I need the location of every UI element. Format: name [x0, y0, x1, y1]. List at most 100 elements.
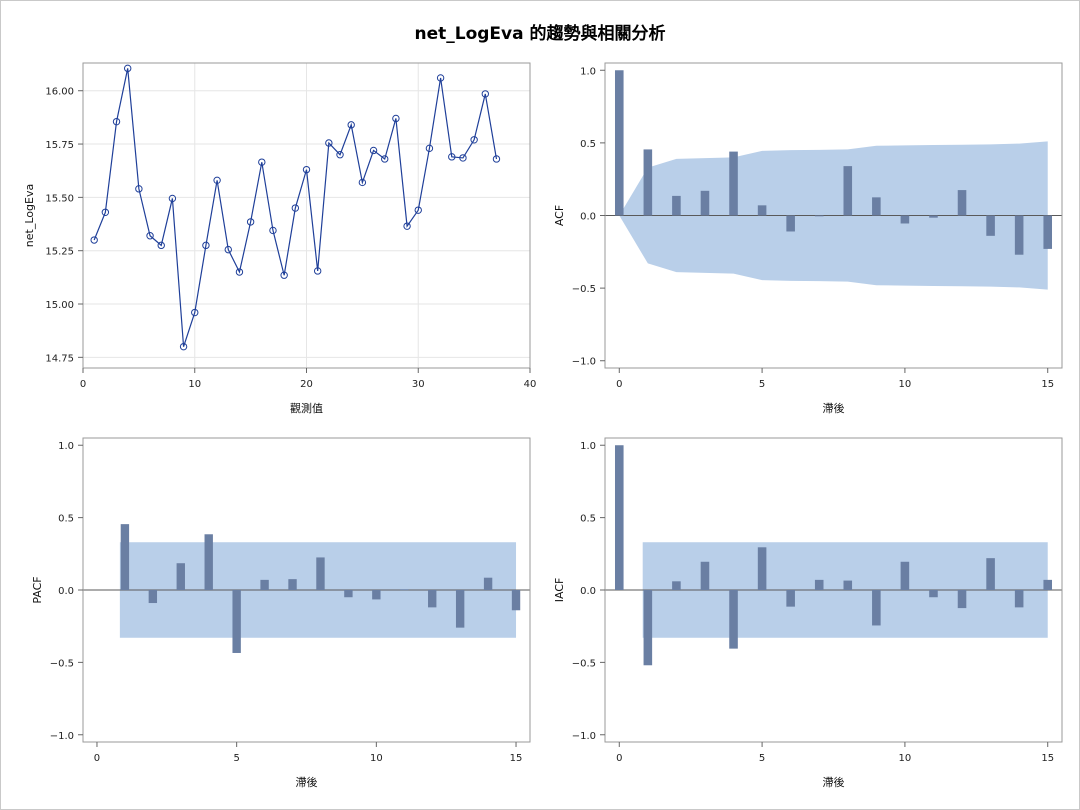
pacf-bar [455, 590, 465, 628]
trend-point [414, 206, 422, 214]
pacf-bar [316, 557, 325, 590]
trend-point [280, 271, 288, 279]
trend-point [291, 204, 300, 212]
iacf-ytick-label: 1.0 [580, 441, 596, 452]
iacf-xtick-label: 5 [759, 753, 765, 764]
acf-bar [700, 190, 710, 216]
trend-point [381, 155, 389, 163]
trend-xlabel: 觀測值 [290, 401, 323, 415]
acf-ytick-label: 0.5 [580, 139, 596, 150]
iacf-ytick-label: −1.0 [572, 731, 596, 742]
acf-ytick-label: −1.0 [572, 357, 596, 368]
trend-point [135, 185, 143, 193]
iacf-bar [729, 590, 738, 649]
iacf-xtick-label: 15 [1041, 753, 1054, 764]
iacf-bar [814, 579, 824, 590]
iacf-bar [1043, 579, 1053, 590]
trend-point [168, 194, 177, 203]
iacf-bar [986, 558, 995, 590]
trend-xtick-label: 30 [412, 379, 425, 390]
pacf-bar [176, 563, 185, 590]
acf-xlabel: 滯後 [823, 401, 845, 415]
iacf-ytick-label: 0.5 [580, 514, 596, 525]
trend-point [436, 74, 445, 82]
acf-ytick-label: 1.0 [580, 66, 596, 77]
pacf-bar [148, 590, 158, 604]
pacf-xtick-label: 15 [510, 753, 523, 764]
iacf-bar [757, 547, 767, 590]
trend-point [358, 178, 367, 187]
trend-series-line [93, 68, 498, 347]
acf-xtick-label: 5 [759, 379, 765, 390]
trend-point [302, 165, 311, 174]
acf-panel: 0 5 10 15 −1.0 −0.5 0.0 0.5 1.0 滯後 ACF [553, 62, 1063, 415]
trend-point [336, 151, 344, 159]
trend-ytick-label: 14.75 [45, 353, 74, 364]
acf-bar [814, 215, 824, 217]
pacf-bar [483, 577, 493, 590]
trend-point [470, 136, 478, 144]
pacf-bar [204, 534, 213, 590]
trend-point [179, 342, 188, 351]
pacf-panel: 0 5 10 15 −1.0 −0.5 0.0 0.5 1.0 滯後 PACF [31, 437, 531, 789]
pacf-ytick-label: 0.0 [58, 586, 74, 597]
trend-point [481, 90, 489, 98]
iacf-bar [929, 590, 938, 598]
acf-xtick-label: 15 [1041, 379, 1054, 390]
acf-bar [843, 166, 853, 216]
trend-xtick-label: 10 [188, 379, 201, 390]
acf-bar [786, 215, 795, 232]
acf-bar [986, 215, 995, 236]
trend-point [269, 226, 277, 235]
acf-ytick-label: −0.5 [572, 284, 596, 295]
pacf-bar [120, 524, 130, 590]
acf-ytick-label: 0.0 [580, 212, 596, 223]
pacf-xtick-label: 5 [233, 753, 239, 764]
trend-point [157, 241, 165, 250]
iacf-bar [672, 581, 681, 590]
pacf-bar [400, 589, 409, 591]
trend-point [258, 158, 266, 166]
iacf-bar [872, 590, 881, 626]
trend-point [124, 64, 132, 73]
pacf-ytick-label: 0.5 [58, 514, 74, 525]
trend-ytick-label: 15.75 [45, 140, 74, 151]
trend-point [146, 232, 154, 240]
acf-bar [957, 190, 967, 216]
acf-bar [729, 151, 738, 216]
iacf-panel: 0 5 10 15 −1.0 −0.5 0.0 0.5 1.0 滯後 IACF [553, 437, 1063, 789]
trend-point [403, 222, 411, 230]
trend-point [425, 144, 434, 153]
pacf-ytick-label: −1.0 [50, 731, 74, 742]
trend-panel: 0 10 20 30 40 14.75 15.00 15.25 15.50 15.75 16.00 觀… [23, 62, 537, 415]
trend-point [191, 308, 199, 317]
pacf-bar [511, 590, 521, 611]
acf-bar [929, 215, 938, 218]
trend-point [313, 267, 322, 275]
iacf-bar [700, 561, 710, 590]
iacf-bar [1014, 590, 1024, 608]
pacf-bar [372, 590, 381, 600]
iacf-bar [643, 590, 653, 666]
acf-ylabel: ACF [553, 205, 566, 226]
trend-xtick-label: 40 [524, 379, 537, 390]
pacf-ytick-label: 1.0 [58, 441, 74, 452]
pacf-xtick-label: 10 [370, 753, 383, 764]
pacf-xlabel: 滯後 [296, 775, 318, 789]
acf-bar [757, 205, 767, 216]
trend-point [347, 121, 355, 129]
trend-point [224, 245, 232, 254]
iacf-ylabel: IACF [553, 578, 566, 603]
trend-ylabel: net_LogEva [23, 184, 36, 247]
trend-point [213, 176, 221, 185]
pacf-ylabel: PACF [31, 576, 44, 603]
pacf-bar [232, 590, 241, 653]
iacf-ytick-label: −0.5 [572, 658, 596, 669]
trend-point [235, 268, 244, 276]
trend-point [101, 208, 110, 217]
pacf-bar [344, 590, 353, 598]
pacf-xtick-label: 0 [94, 753, 100, 764]
iacf-ytick-label: 0.0 [580, 586, 596, 597]
acf-bar [614, 70, 624, 216]
